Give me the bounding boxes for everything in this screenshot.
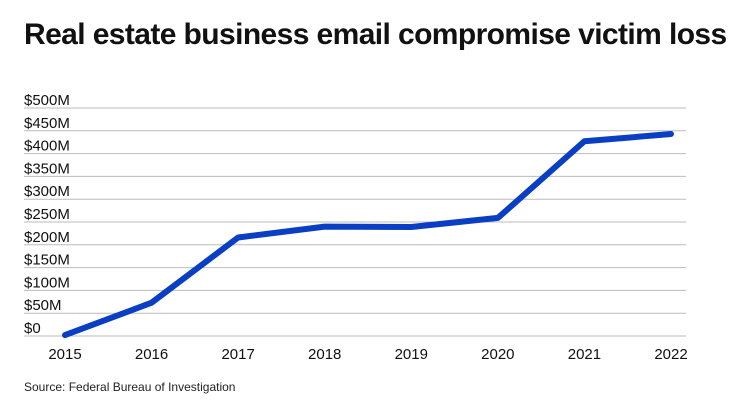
x-tick-label: 2015: [48, 346, 81, 363]
x-tick-label: 2021: [568, 346, 601, 363]
data-point-2017: [235, 235, 241, 241]
y-tick-label: $50M: [24, 297, 62, 314]
data-point-2021: [581, 138, 587, 144]
y-tick-label: $500M: [24, 92, 70, 109]
y-tick-label: $250M: [24, 206, 70, 223]
x-tick-label: 2019: [395, 346, 428, 363]
data-point-2018: [322, 224, 328, 230]
y-tick-label: $450M: [24, 115, 70, 132]
series-line: [62, 131, 674, 339]
data-point-2020: [495, 215, 501, 221]
y-tick-label: $400M: [24, 138, 70, 155]
y-tick-label: $350M: [24, 160, 70, 177]
y-axis-tick-labels: $0 $50M $100M $150M $200M $250M $300M $350M $400…: [24, 92, 70, 337]
data-point-2022: [668, 131, 674, 137]
data-point-2019: [408, 224, 414, 230]
gridlines: [24, 107, 686, 337]
y-tick-label: $150M: [24, 252, 70, 269]
data-series: [62, 131, 674, 339]
x-tick-label: 2016: [135, 346, 168, 363]
y-tick-label: $0: [24, 320, 41, 337]
x-tick-label: 2017: [221, 346, 254, 363]
x-tick-label: 2022: [654, 346, 687, 363]
x-axis-tick-labels: 2015 2016 2017 2018 2019 2020 2021 2022: [48, 346, 687, 363]
y-tick-label: $100M: [24, 274, 70, 291]
y-tick-label: $300M: [24, 183, 70, 200]
x-tick-label: 2018: [308, 346, 341, 363]
chart-title: Real estate business email compromise vi…: [24, 18, 727, 51]
source-note: Source: Federal Bureau of Investigation: [24, 380, 236, 394]
y-tick-label: $200M: [24, 229, 70, 246]
x-tick-label: 2020: [481, 346, 514, 363]
data-point-2016: [149, 300, 155, 306]
data-point-2015: [62, 332, 68, 338]
